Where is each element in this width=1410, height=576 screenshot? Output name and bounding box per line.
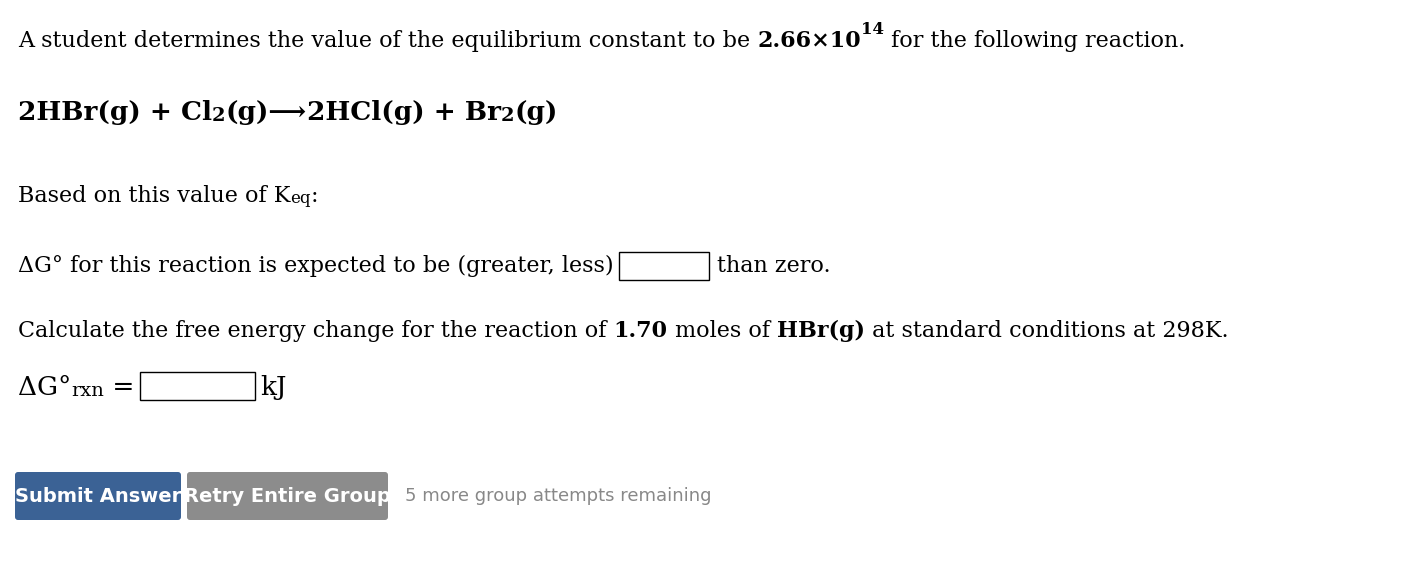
Text: :: : — [310, 185, 319, 207]
Text: at standard conditions at 298K.: at standard conditions at 298K. — [864, 320, 1228, 342]
Text: 2: 2 — [501, 107, 515, 125]
Text: (g): (g) — [515, 100, 557, 125]
Text: 14: 14 — [862, 21, 884, 38]
Text: 2HCl(g) + Br: 2HCl(g) + Br — [306, 100, 501, 125]
Text: Submit Answer: Submit Answer — [16, 487, 180, 506]
FancyBboxPatch shape — [188, 472, 388, 520]
Text: ΔG°: ΔG° — [18, 375, 72, 400]
FancyBboxPatch shape — [619, 252, 709, 280]
Text: Retry Entire Group: Retry Entire Group — [185, 487, 391, 506]
Text: than zero.: than zero. — [716, 255, 830, 277]
Text: eq: eq — [290, 190, 310, 207]
FancyBboxPatch shape — [16, 472, 180, 520]
Text: 2: 2 — [212, 107, 226, 125]
Text: 2HBr(g) + Cl: 2HBr(g) + Cl — [18, 100, 212, 125]
Text: for the following reaction.: for the following reaction. — [884, 30, 1186, 52]
Text: HBr(g): HBr(g) — [777, 320, 864, 342]
Text: A student determines the value of the equilibrium constant to be: A student determines the value of the eq… — [18, 30, 757, 52]
Text: kJ: kJ — [261, 375, 288, 400]
Text: =: = — [104, 375, 134, 400]
Text: (g)⟶: (g)⟶ — [226, 100, 306, 125]
Text: moles of: moles of — [667, 320, 777, 342]
Text: 2.66×10: 2.66×10 — [757, 30, 862, 52]
Text: rxn: rxn — [72, 382, 104, 400]
Text: ΔG° for this reaction is expected to be (greater, less): ΔG° for this reaction is expected to be … — [18, 255, 613, 277]
Text: Calculate the free energy change for the reaction of: Calculate the free energy change for the… — [18, 320, 613, 342]
Text: 1.70: 1.70 — [613, 320, 667, 342]
Text: Based on this value of K: Based on this value of K — [18, 185, 290, 207]
FancyBboxPatch shape — [140, 372, 254, 400]
Text: 5 more group attempts remaining: 5 more group attempts remaining — [405, 487, 712, 505]
